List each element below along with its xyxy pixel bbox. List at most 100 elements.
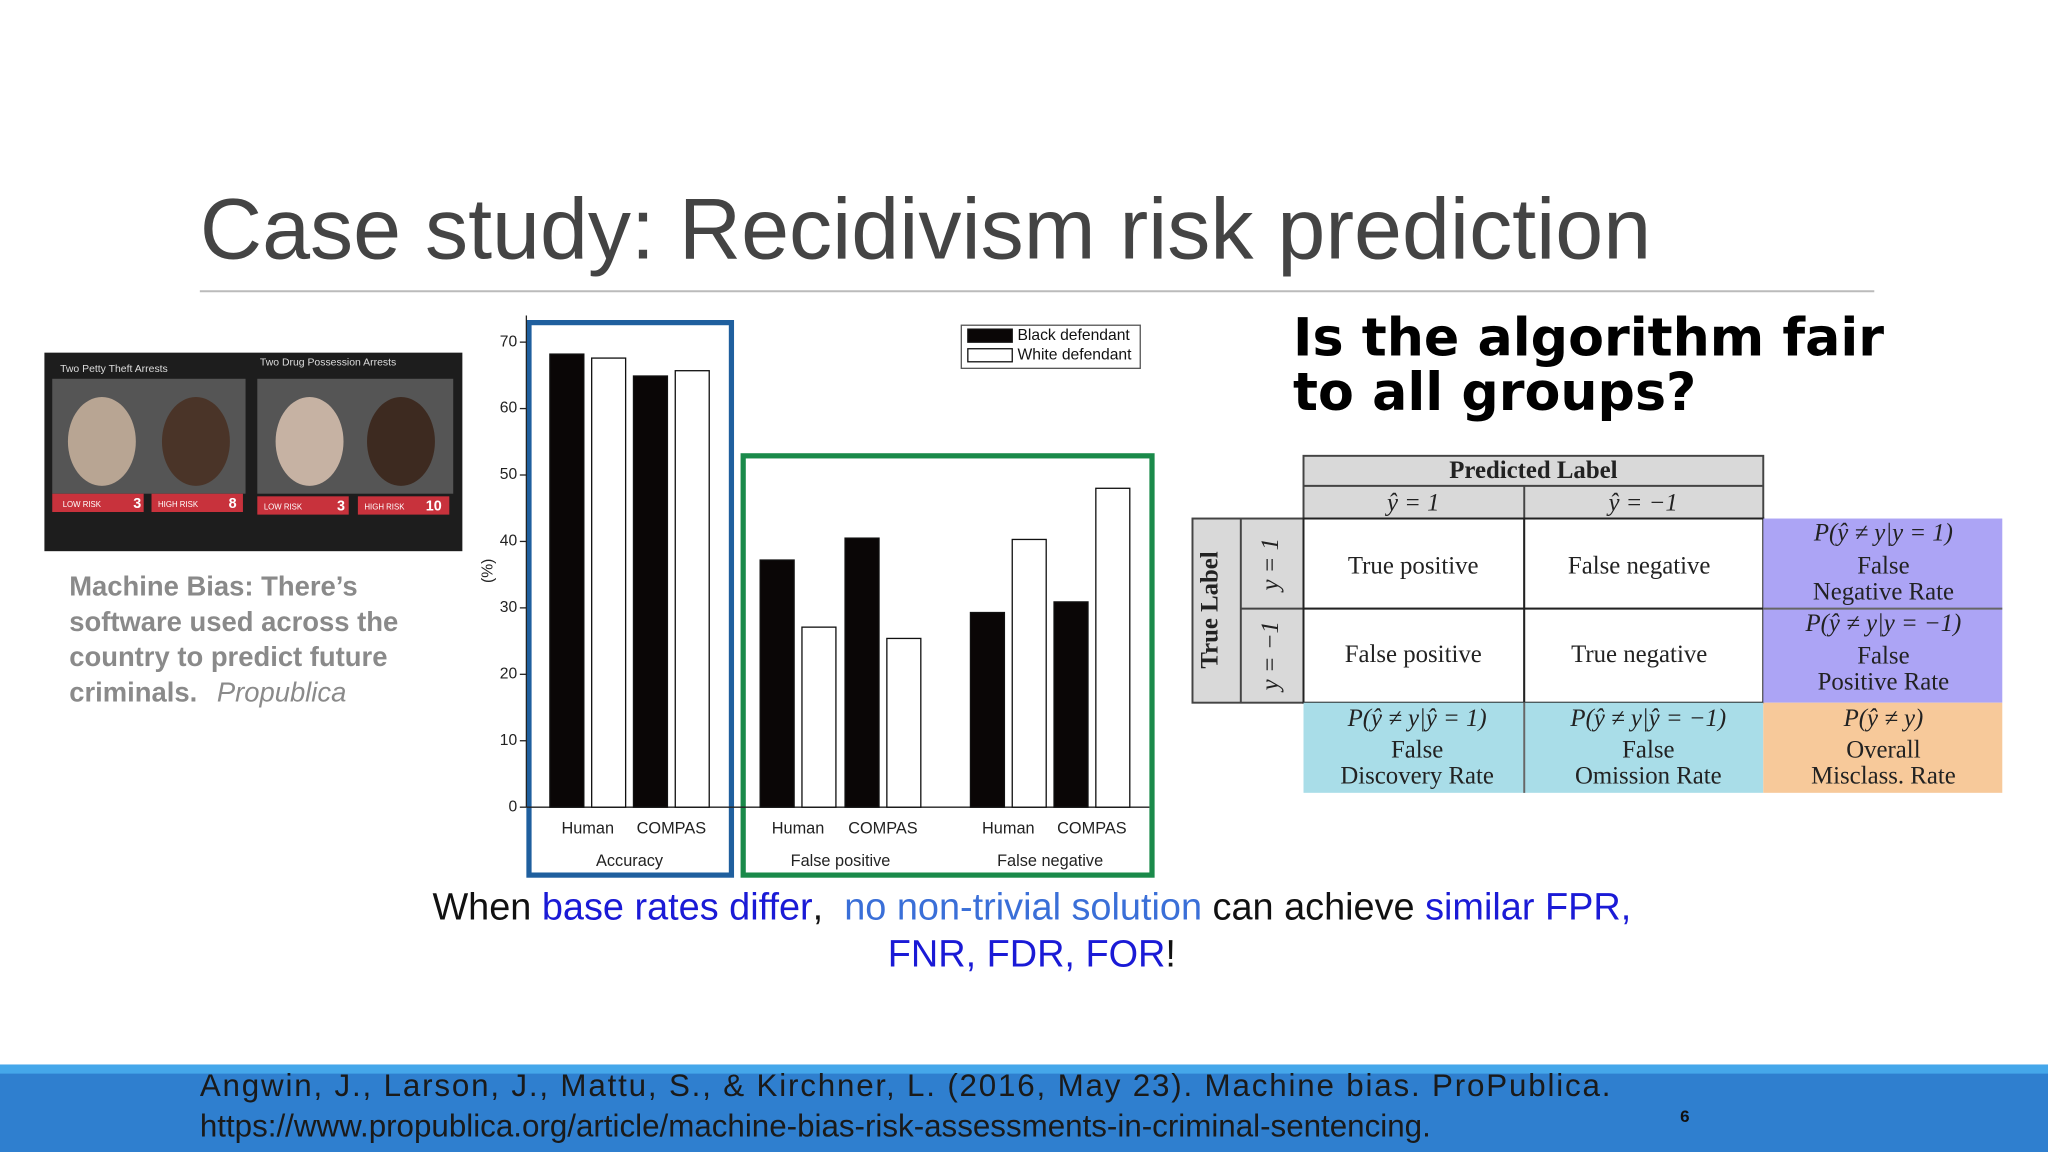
rate-formula: P(ŷ ≠ y|ŷ = −1)	[1569, 705, 1726, 732]
y-tick-label: 10	[500, 732, 518, 749]
face	[67, 397, 136, 486]
question-line: Is the algorithm fair	[1293, 308, 1884, 368]
rate-name: False	[1391, 737, 1443, 764]
page-number: 6	[1680, 1107, 1689, 1126]
x-tick-label: Human	[982, 819, 1035, 837]
x-tick-label: COMPAS	[637, 819, 707, 837]
cell-text: True positive	[1348, 552, 1479, 579]
caption-line: criminals.	[69, 676, 197, 707]
y-tick-label: 30	[500, 599, 518, 616]
rate-name: Positive Rate	[1818, 669, 1950, 696]
statement-segment: When	[432, 887, 541, 929]
citation-line: Angwin, J., Larson, J., Mattu, S., & Kir…	[200, 1068, 1611, 1103]
rate-name: Omission Rate	[1575, 763, 1722, 790]
caption-line: Machine Bias: There’s	[69, 571, 357, 602]
column-header: ŷ = 1	[1384, 490, 1440, 517]
cell-text: True negative	[1571, 641, 1707, 668]
statement-segment: !	[1165, 934, 1176, 976]
bar	[1095, 487, 1131, 808]
rate-name: Negative Rate	[1813, 579, 1954, 606]
statement-segment: base rates differ	[542, 887, 813, 929]
error-rate-highlight	[740, 453, 1155, 878]
x-tick-label: Human	[561, 819, 614, 837]
mugshot-image: Two Petty Theft Arrests Two Drug Possess…	[44, 352, 463, 552]
face	[161, 397, 230, 486]
risk-bar	[357, 496, 450, 515]
rate-name: False	[1857, 552, 1909, 579]
accuracy-highlight	[526, 319, 735, 878]
rate-cell	[1763, 518, 2003, 703]
risk-label: HIGH RISK	[364, 502, 405, 511]
citation-line: https://www.propublica.org/article/machi…	[200, 1108, 1431, 1143]
bar	[759, 559, 795, 808]
header-cell	[1191, 517, 1305, 704]
confusion-table: Predicted Label ŷ = 1 ŷ = −1 True Label …	[1191, 454, 2003, 793]
photo-panel-title: Two Petty Theft Arrests	[60, 364, 168, 375]
x-tick-label: COMPAS	[1057, 819, 1127, 837]
risk-score: 10	[426, 499, 442, 515]
caption: Machine Bias: There’s software used acro…	[69, 571, 398, 708]
rate-formula: P(ŷ ≠ y|ŷ = 1)	[1347, 705, 1487, 732]
caption-line: software used across the	[69, 606, 398, 637]
legend-label: White defendant	[1017, 346, 1132, 363]
rate-name: False	[1622, 737, 1674, 764]
statement-segment: similar FPR,	[1425, 887, 1631, 929]
statement: When base rates differ, no non-trivial s…	[432, 887, 1631, 976]
y-tick-label: 60	[500, 400, 518, 417]
group-label: Accuracy	[596, 852, 664, 870]
bar	[969, 611, 1006, 808]
statement-segment: ,	[813, 887, 845, 929]
statement-segment: FNR, FDR, FOR	[888, 934, 1166, 976]
risk-score: 3	[337, 499, 345, 515]
y-axis-label: (%)	[479, 559, 496, 583]
risk-label: HIGH RISK	[158, 500, 199, 509]
row-header: y = 1	[1257, 538, 1284, 594]
rate-name: Misclass. Rate	[1811, 763, 1956, 790]
rate-name: False	[1857, 643, 1909, 670]
footer-band	[0, 1064, 2048, 1152]
statement-segment: can achieve	[1202, 887, 1425, 929]
row-header: y = −1	[1257, 621, 1284, 693]
footer-stripe	[0, 1064, 2048, 1074]
bar	[549, 353, 585, 808]
bar-chart: (%) 0 10 20 30 40 50 60 70 Human COMPAS Human COMPA…	[479, 315, 1155, 878]
cell	[1523, 517, 1765, 610]
column-header: ŷ = −1	[1605, 490, 1677, 517]
bar	[844, 537, 880, 808]
x-tick-label: Human	[772, 819, 825, 837]
risk-score: 3	[133, 496, 141, 512]
rate-formula: P(ŷ ≠ y|y = 1)	[1813, 520, 1953, 547]
bar	[801, 626, 837, 808]
y-tick-label: 50	[500, 466, 518, 483]
risk-bar	[257, 496, 349, 515]
column-group-header: Predicted Label	[1449, 457, 1617, 484]
risk-bar	[151, 493, 243, 512]
face	[275, 397, 344, 486]
rate-cell	[1763, 702, 2003, 793]
rate-formula: P(ŷ ≠ y)	[1843, 705, 1924, 732]
rate-name: Overall	[1846, 737, 1920, 764]
bar	[1053, 601, 1089, 808]
bar	[674, 370, 710, 808]
bar	[632, 375, 669, 808]
rate-name: Discovery Rate	[1340, 763, 1494, 790]
risk-score: 8	[229, 496, 237, 512]
row-group-header: True Label	[1196, 551, 1223, 668]
legend-swatch	[967, 328, 1013, 343]
group-label: False positive	[791, 852, 891, 870]
slide-title: Case study: Recidivism risk prediction	[200, 182, 1651, 278]
risk-label: LOW RISK	[63, 500, 102, 509]
cell-text: False positive	[1345, 641, 1482, 668]
caption-line: country to predict future	[69, 641, 387, 672]
photo-panel-title: Two Drug Possession Arrests	[260, 358, 396, 369]
rate-formula: P(ŷ ≠ y|y = −1)	[1805, 610, 1962, 637]
y-tick-label: 40	[500, 533, 518, 550]
cell-text: False negative	[1568, 552, 1711, 579]
cell	[1302, 607, 1526, 704]
risk-bar	[52, 493, 144, 512]
legend-swatch	[967, 348, 1013, 363]
y-tick-label: 70	[500, 333, 518, 350]
bar	[591, 357, 627, 808]
